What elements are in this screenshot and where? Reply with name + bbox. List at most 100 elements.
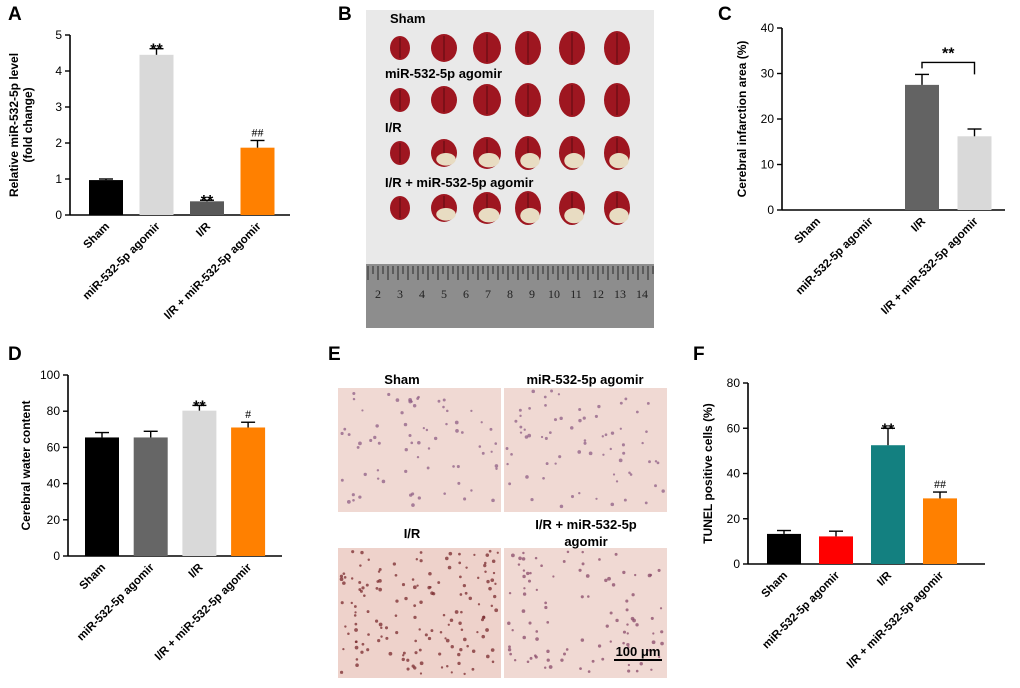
nucleus-dot bbox=[544, 605, 548, 610]
category-label: I/R bbox=[187, 561, 206, 580]
nucleus-dot bbox=[591, 659, 595, 663]
nucleus-dot bbox=[546, 620, 550, 624]
nucleus-dot bbox=[454, 610, 459, 614]
nucleus-dot bbox=[478, 445, 482, 448]
nucleus-dot bbox=[339, 670, 344, 674]
nucleus-dot bbox=[618, 458, 623, 463]
nucleus-dot bbox=[484, 570, 487, 574]
nucleus-dot bbox=[408, 433, 412, 438]
nucleus-dot bbox=[419, 672, 423, 675]
nucleus-dot bbox=[477, 576, 480, 580]
nucleus-dot bbox=[440, 666, 444, 669]
nucleus-dot bbox=[376, 580, 380, 583]
nucleus-dot bbox=[410, 441, 414, 445]
y-axis-label: (fold change) bbox=[21, 87, 35, 162]
nucleus-dot bbox=[486, 579, 490, 584]
nucleus-dot bbox=[615, 480, 619, 483]
nucleus-dot bbox=[444, 556, 449, 561]
bracket-significance: ** bbox=[942, 45, 955, 62]
nucleus-dot bbox=[463, 672, 466, 676]
nucleus-dot bbox=[529, 656, 533, 660]
nucleus-dot bbox=[358, 495, 362, 499]
nucleus-dot bbox=[424, 633, 428, 637]
nucleus-dot bbox=[459, 593, 463, 596]
nucleus-dot bbox=[629, 473, 633, 476]
ruler-number: 7 bbox=[485, 287, 491, 301]
nucleus-dot bbox=[418, 628, 421, 631]
bar bbox=[89, 180, 123, 215]
y-tick-label: 2 bbox=[55, 136, 62, 150]
nucleus-dot bbox=[485, 628, 489, 632]
nucleus-dot bbox=[378, 567, 382, 571]
nucleus-dot bbox=[645, 430, 648, 433]
category-label: I/R bbox=[194, 220, 213, 239]
significance-mark: ## bbox=[252, 125, 264, 139]
y-tick-label: 30 bbox=[761, 67, 775, 81]
nucleus-dot bbox=[604, 578, 608, 583]
panel-label-e: E bbox=[328, 344, 341, 365]
nucleus-dot bbox=[347, 632, 350, 636]
nucleus-dot bbox=[375, 424, 379, 428]
nucleus-dot bbox=[347, 433, 351, 437]
nucleus-dot bbox=[627, 669, 631, 673]
nucleus-dot bbox=[427, 447, 431, 450]
y-tick-label: 60 bbox=[727, 421, 741, 435]
nuclei-dots bbox=[339, 389, 665, 676]
significance-mark: ** bbox=[150, 42, 163, 59]
nucleus-dot bbox=[455, 429, 459, 433]
photo-b-label-ir-agomir: I/R + miR-532-5p agomir bbox=[385, 175, 533, 190]
bar bbox=[957, 136, 992, 210]
nucleus-dot bbox=[378, 622, 383, 627]
nucleus-dot bbox=[578, 491, 581, 495]
nucleus-dot bbox=[428, 571, 432, 576]
nucleus-dot bbox=[494, 464, 499, 468]
nucleus-dot bbox=[457, 652, 461, 657]
nucleus-dot bbox=[648, 460, 651, 464]
bar bbox=[190, 201, 224, 215]
nucleus-dot bbox=[340, 478, 344, 482]
nucleus-dot bbox=[473, 553, 476, 556]
nucleus-dot bbox=[465, 566, 468, 569]
nucleus-dot bbox=[523, 587, 526, 590]
nucleus-dot bbox=[514, 419, 518, 423]
nucleus-dot bbox=[460, 628, 464, 632]
nucleus-dot bbox=[511, 553, 515, 558]
nucleus-dot bbox=[352, 499, 355, 502]
nucleus-dot bbox=[395, 398, 400, 402]
nucleus-dot bbox=[401, 583, 406, 587]
ruler bbox=[366, 264, 654, 328]
ruler-number: 10 bbox=[548, 287, 560, 301]
nucleus-dot bbox=[507, 621, 511, 626]
nucleus-dot bbox=[418, 648, 422, 652]
category-label: I/R + miR-532-5p agomir bbox=[879, 215, 981, 317]
nucleus-dot bbox=[458, 552, 461, 556]
nucleus-dot bbox=[429, 585, 432, 589]
infarct-area bbox=[478, 153, 500, 168]
nucleus-dot bbox=[449, 618, 454, 623]
nucleus-dot bbox=[610, 502, 615, 507]
nucleus-dot bbox=[355, 640, 358, 644]
nucleus-dot bbox=[578, 418, 582, 423]
nucleus-dot bbox=[607, 576, 611, 581]
y-tick-label: 60 bbox=[47, 440, 61, 454]
micrograph-ir-agomir bbox=[504, 548, 667, 678]
micrograph-label-agomir: miR-532-5p agomir bbox=[526, 372, 643, 387]
y-tick-label: 5 bbox=[55, 28, 62, 42]
nucleus-dot bbox=[430, 629, 434, 633]
nucleus-dot bbox=[535, 637, 539, 641]
nucleus-dot bbox=[519, 414, 522, 418]
nucleus-dot bbox=[359, 564, 362, 567]
nucleus-dot bbox=[646, 401, 650, 405]
nucleus-dot bbox=[414, 651, 418, 655]
nucleus-dot bbox=[402, 654, 405, 657]
nucleus-dot bbox=[526, 660, 530, 664]
comparison-bracket bbox=[921, 61, 976, 75]
nucleus-dot bbox=[481, 451, 485, 455]
nucleus-dot bbox=[490, 578, 495, 582]
nucleus-dot bbox=[388, 651, 393, 656]
ruler-number: 3 bbox=[397, 287, 403, 301]
nucleus-dot bbox=[408, 398, 412, 402]
nucleus-dot bbox=[635, 669, 639, 673]
ruler-number: 5 bbox=[441, 287, 447, 301]
